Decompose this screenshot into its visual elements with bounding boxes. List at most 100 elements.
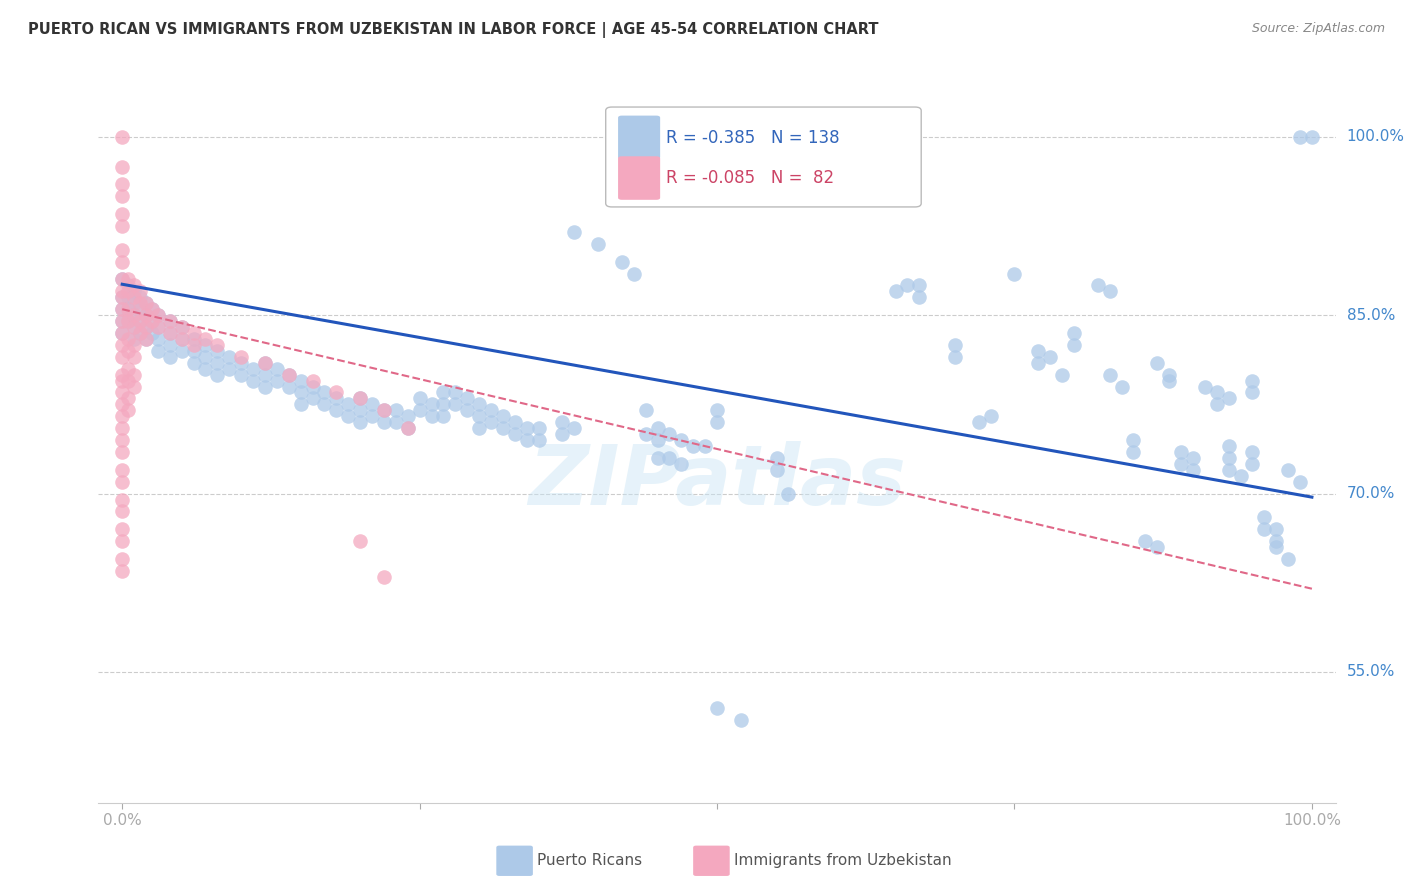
- Point: [170, 332, 193, 346]
- Point: [1205, 385, 1227, 400]
- Point: [170, 332, 193, 346]
- Point: [129, 326, 152, 340]
- FancyBboxPatch shape: [619, 116, 661, 159]
- Point: [396, 409, 419, 424]
- Point: [135, 320, 157, 334]
- Point: [658, 450, 681, 465]
- Point: [1063, 338, 1085, 352]
- Point: [135, 308, 157, 322]
- Point: [111, 207, 134, 221]
- Point: [111, 243, 134, 257]
- Point: [695, 439, 717, 453]
- Point: [444, 385, 467, 400]
- Point: [117, 361, 139, 376]
- Point: [111, 445, 134, 459]
- Point: [277, 379, 299, 393]
- Point: [122, 332, 145, 346]
- Point: [1253, 510, 1275, 524]
- Point: [1063, 326, 1085, 340]
- Point: [170, 343, 193, 358]
- Point: [1026, 343, 1049, 358]
- Point: [1265, 540, 1288, 554]
- Point: [337, 397, 360, 411]
- Point: [337, 409, 360, 424]
- Point: [111, 421, 134, 435]
- Point: [706, 700, 728, 714]
- Point: [253, 379, 276, 393]
- Point: [111, 254, 134, 268]
- Point: [325, 385, 347, 400]
- Point: [1122, 445, 1144, 459]
- Point: [117, 302, 139, 317]
- Text: R = -0.385   N = 138: R = -0.385 N = 138: [666, 128, 839, 146]
- Text: 85.0%: 85.0%: [1347, 308, 1395, 323]
- Point: [1146, 540, 1168, 554]
- Point: [967, 415, 990, 429]
- Point: [385, 415, 408, 429]
- Point: [117, 392, 139, 406]
- Point: [207, 368, 229, 382]
- Point: [122, 285, 145, 299]
- Point: [159, 326, 181, 340]
- Point: [1277, 552, 1299, 566]
- Point: [1026, 356, 1049, 370]
- Point: [135, 332, 157, 346]
- Point: [266, 374, 288, 388]
- Point: [349, 534, 371, 549]
- Point: [183, 356, 205, 370]
- Point: [408, 403, 430, 417]
- Point: [562, 421, 585, 435]
- Point: [1253, 522, 1275, 536]
- Point: [444, 397, 467, 411]
- Point: [385, 403, 408, 417]
- Point: [408, 392, 430, 406]
- Point: [111, 272, 134, 286]
- Point: [141, 302, 163, 317]
- Point: [183, 343, 205, 358]
- Text: 70.0%: 70.0%: [1347, 486, 1395, 501]
- Point: [129, 314, 152, 328]
- Point: [1181, 450, 1204, 465]
- Point: [111, 504, 134, 518]
- Point: [479, 415, 502, 429]
- Point: [141, 314, 163, 328]
- Point: [117, 314, 139, 328]
- Point: [111, 129, 134, 144]
- Point: [468, 421, 491, 435]
- Point: [117, 290, 139, 304]
- Point: [141, 326, 163, 340]
- Point: [277, 368, 299, 382]
- Point: [1241, 445, 1264, 459]
- Point: [1004, 267, 1026, 281]
- Point: [122, 308, 145, 322]
- Point: [290, 397, 312, 411]
- Point: [266, 361, 288, 376]
- Point: [111, 534, 134, 549]
- Text: 100.0%: 100.0%: [1347, 129, 1405, 145]
- Text: Immigrants from Uzbekistan: Immigrants from Uzbekistan: [734, 854, 952, 868]
- Point: [516, 433, 538, 447]
- Point: [349, 415, 371, 429]
- Point: [111, 552, 134, 566]
- Point: [634, 403, 657, 417]
- Point: [129, 314, 152, 328]
- Point: [159, 314, 181, 328]
- Point: [111, 433, 134, 447]
- Point: [111, 189, 134, 203]
- Point: [117, 302, 139, 317]
- Point: [682, 439, 704, 453]
- Point: [111, 492, 134, 507]
- Point: [432, 385, 454, 400]
- Point: [468, 409, 491, 424]
- Point: [361, 409, 384, 424]
- Point: [111, 272, 134, 286]
- Point: [503, 427, 526, 442]
- Point: [111, 338, 134, 352]
- Point: [551, 415, 574, 429]
- Point: [516, 421, 538, 435]
- FancyBboxPatch shape: [619, 156, 661, 200]
- Point: [111, 564, 134, 578]
- Point: [349, 403, 371, 417]
- Point: [194, 338, 217, 352]
- Point: [634, 427, 657, 442]
